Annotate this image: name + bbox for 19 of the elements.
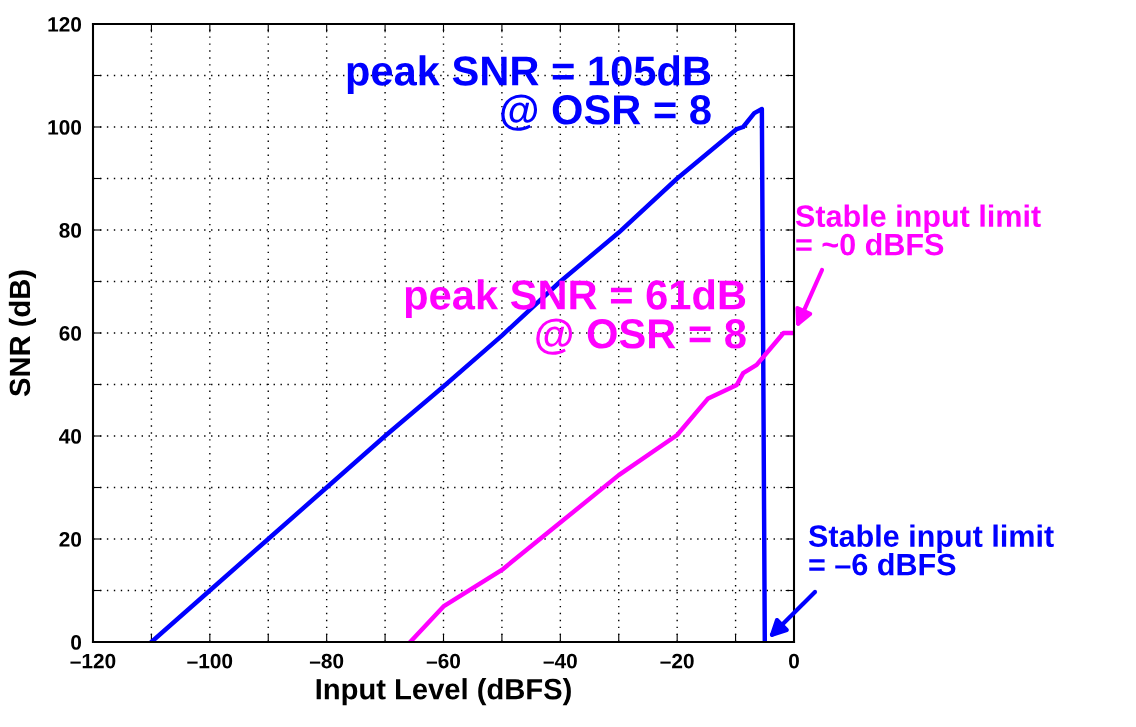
annotation: Stable input limit = ~0 dBFS <box>795 204 1041 256</box>
y-axis-title: SNR (dB) <box>8 270 37 397</box>
annotation: Stable input limit = –6 dBFS <box>808 524 1054 576</box>
y-tick-label: 60 <box>59 326 82 341</box>
annotation: peak SNR = 105dB @ OSR = 8 <box>347 55 711 131</box>
x-tick-label: –20 <box>660 653 694 669</box>
x-tick-label: –120 <box>70 653 116 669</box>
x-tick-label: –60 <box>426 653 461 669</box>
x-tick-label: –80 <box>309 653 344 669</box>
y-tick-label: 120 <box>48 17 82 32</box>
x-tick-label: 0 <box>789 653 799 669</box>
y-tick-label: 20 <box>59 532 82 547</box>
x-axis-title: Input Level (dBFS) <box>316 678 571 706</box>
y-tick-label: 80 <box>59 223 82 238</box>
x-tick-label: –100 <box>187 653 233 669</box>
y-tick-label: 40 <box>59 429 82 444</box>
y-tick-label: 100 <box>48 120 82 135</box>
x-tick-label: –40 <box>543 653 577 669</box>
y-tick-label: 0 <box>71 635 82 650</box>
